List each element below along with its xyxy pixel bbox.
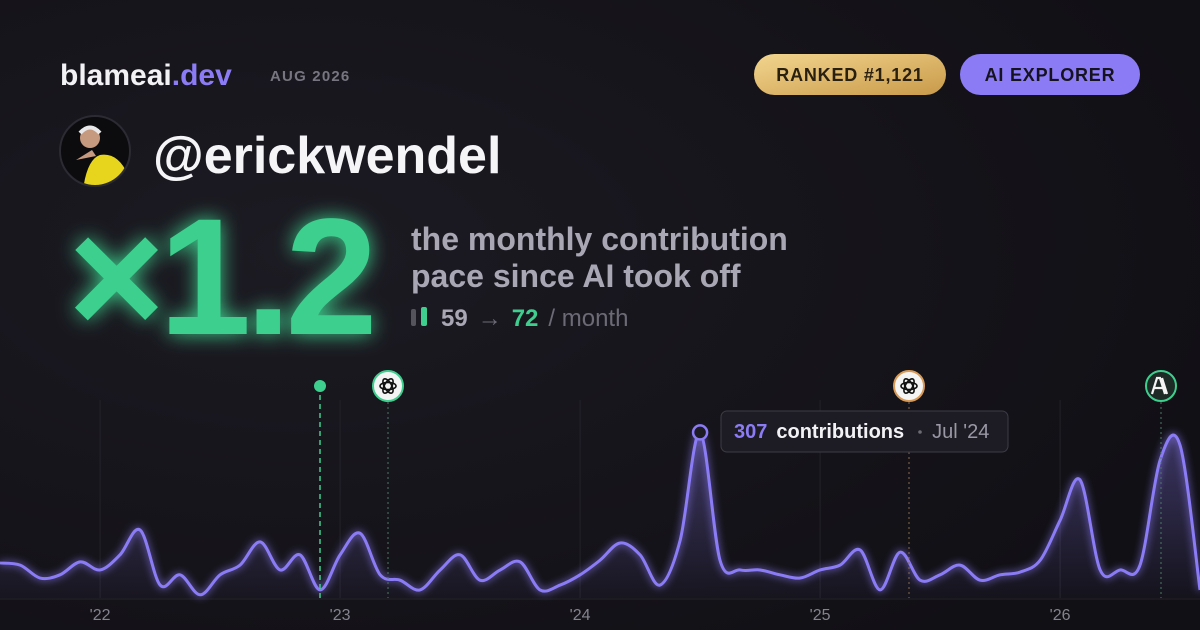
multiplier: ×1.2 [68,185,372,370]
arrow: → [478,305,502,332]
tier-badge [960,54,1140,95]
rank-badge-text: RANKED #1,121 [776,65,923,85]
tooltip-box [720,410,1009,453]
rank-badge [754,54,946,95]
tier-badge-text: AI EXPLORER [985,65,1116,85]
date: AUG 2026 [270,68,350,85]
x-tick-label: '22 [90,607,111,624]
tooltip: 307 contributions Jul '24 [720,410,1009,453]
x-tick-label: '26 [1050,607,1071,624]
tooltip-label: contributions [776,421,904,443]
brand: blameai.dev [60,59,232,92]
description-line: pace since AI took off [411,258,741,294]
x-tick-label: '24 [570,607,591,624]
event-icon [1145,370,1177,402]
tooltip-separator [918,430,922,434]
highlight-point [691,424,709,441]
after-value: 72 [512,305,539,332]
tooltip-date: Jul '24 [932,421,989,443]
tooltip-value: 307 [734,421,767,443]
pace-stats: 59 → 72 / month [441,305,628,332]
brand-tld: .dev [172,59,232,92]
brand-name: blameai [60,59,172,92]
pace-icon [411,307,427,326]
x-tick-label: '25 [810,607,831,624]
before-value: 59 [441,305,468,332]
openai-logo [379,378,397,394]
event-dot [314,380,326,392]
event-icon [372,370,404,402]
event-icon [893,370,925,402]
event-markers [314,370,1177,598]
avatar [59,115,131,187]
anthropic-logo [1150,376,1169,395]
description-line: the monthly contribution [411,221,788,257]
unit: / month [548,305,628,332]
openai-logo [900,378,918,394]
handle: @erickwendel [153,127,501,185]
tooltip-text: 307 contributions Jul '24 [734,421,989,443]
line [0,430,1200,597]
x-tick-label: '23 [330,607,351,624]
chart: '22 '23 '24 '25 '26 [0,400,1200,624]
